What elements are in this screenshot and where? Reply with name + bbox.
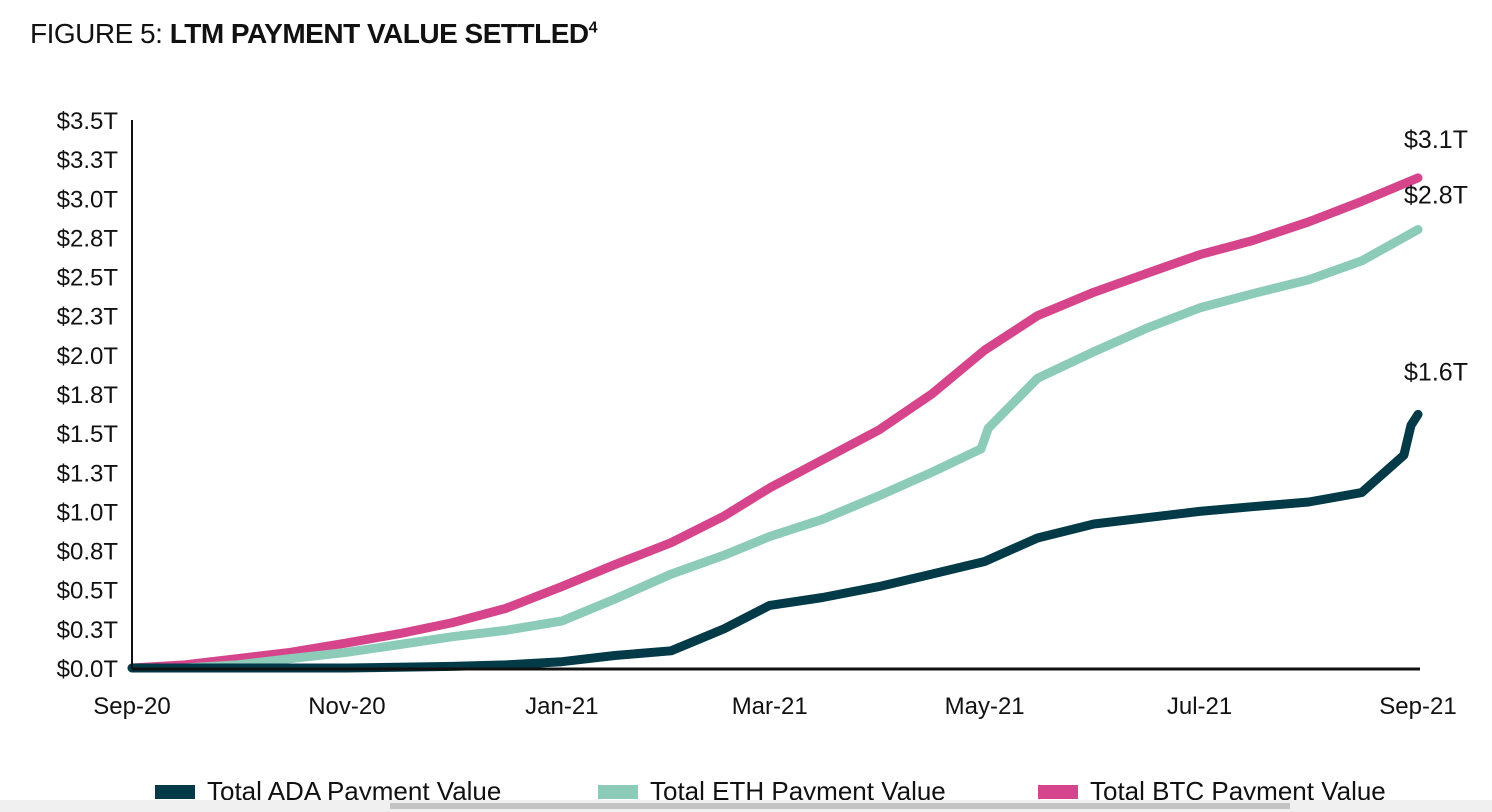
y-tick-label: $3.3T — [57, 147, 119, 174]
y-tick-label: $2.5T — [57, 265, 119, 292]
footnote-marker: 4 — [588, 19, 598, 37]
x-tick-label: Sep-21 — [1379, 693, 1456, 720]
end-label-eth: $2.8T — [1404, 182, 1468, 210]
x-tick-label: Sep-20 — [93, 693, 170, 720]
figure-number: FIGURE 5: — [30, 18, 170, 49]
y-tick-label: $3.0T — [57, 186, 119, 213]
y-tick-label: $1.8T — [57, 382, 119, 409]
chart-title: FIGURE 5: LTM PAYMENT VALUE SETTLED4 — [30, 18, 598, 50]
y-tick-label: $0.3T — [57, 617, 119, 644]
end-label-btc: $3.1T — [1404, 126, 1468, 154]
y-tick-label: $2.0T — [57, 343, 119, 370]
y-axis-ticks: $0.0T $0.3T $0.5T $0.8T $1.0T $1.3T $1.5T $1.8T… — [57, 108, 119, 683]
legend-swatch-eth — [598, 784, 638, 799]
series-line-eth — [127, 225, 1423, 673]
y-tick-label: $1.5T — [57, 421, 119, 448]
y-tick-label: $2.8T — [57, 225, 119, 252]
x-tick-label: Jan-21 — [525, 693, 598, 720]
end-label-ada: $1.6T — [1404, 358, 1468, 386]
x-tick-label: Jul-21 — [1167, 693, 1232, 720]
y-tick-label: $3.5T — [57, 108, 119, 135]
y-tick-label: $1.0T — [57, 499, 119, 526]
scrollbar-thumb[interactable] — [390, 803, 1290, 809]
legend-swatch-ada — [155, 784, 195, 799]
x-tick-label: Nov-20 — [308, 693, 385, 720]
x-tick-label: Mar-21 — [732, 693, 808, 720]
y-tick-label: $0.8T — [57, 539, 119, 566]
series-line-btc — [127, 173, 1423, 673]
series-line-ada — [127, 409, 1423, 673]
y-tick-label: $0.0T — [57, 656, 119, 683]
title-text: LTM PAYMENT VALUE SETTLED — [169, 18, 589, 49]
series-lines — [127, 173, 1423, 673]
x-axis-ticks: Sep-20 Nov-20 Jan-21 Mar-21 May-21 Jul-21 Sep-… — [93, 693, 1456, 720]
end-labels: $1.6T $2.8T $3.1T — [1404, 126, 1468, 386]
x-tick-label: May-21 — [945, 693, 1025, 720]
horizontal-scrollbar[interactable] — [0, 800, 1492, 812]
y-tick-label: $1.3T — [57, 460, 119, 487]
y-tick-label: $0.5T — [57, 578, 119, 605]
y-tick-label: $2.3T — [57, 304, 119, 331]
legend-swatch-btc — [1038, 784, 1078, 799]
